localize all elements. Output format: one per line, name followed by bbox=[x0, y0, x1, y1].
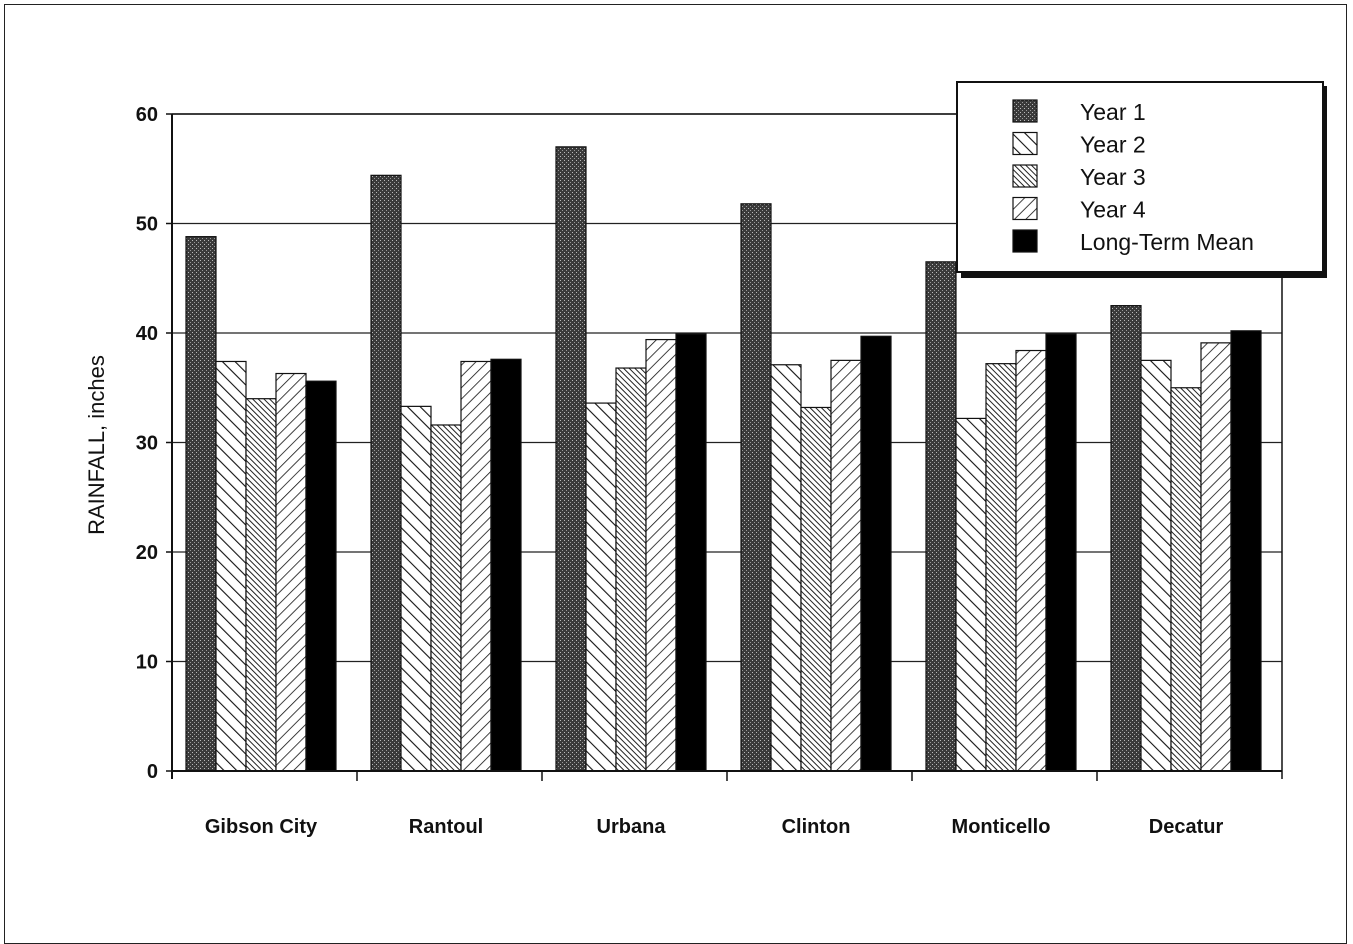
bar-year-2 bbox=[585, 402, 617, 772]
x-tick-label: Clinton bbox=[782, 816, 851, 838]
bar-year-1 bbox=[370, 174, 402, 772]
x-tick-label: Rantoul bbox=[409, 816, 483, 838]
legend-swatch bbox=[1012, 196, 1038, 221]
bar-year-4 bbox=[645, 338, 677, 772]
bar-long-term-mean bbox=[490, 358, 522, 772]
legend-label: Year 1 bbox=[1080, 99, 1146, 125]
bar-year-2 bbox=[770, 364, 802, 772]
y-tick-label: 30 bbox=[136, 433, 158, 455]
bar-year-1 bbox=[740, 203, 772, 772]
y-tick-label: 0 bbox=[147, 761, 158, 783]
bar-year-3 bbox=[615, 367, 647, 772]
legend-label: Year 2 bbox=[1080, 132, 1146, 158]
legend-label: Year 4 bbox=[1080, 197, 1146, 223]
legend-label: Long-Term Mean bbox=[1080, 229, 1254, 255]
x-tick-label: Gibson City bbox=[205, 816, 318, 838]
bar-year-1 bbox=[1110, 305, 1142, 772]
bar-year-2 bbox=[400, 405, 432, 772]
bar-year-1 bbox=[185, 236, 217, 772]
legend-swatch bbox=[1012, 131, 1038, 156]
x-tick-label: Urbana bbox=[597, 816, 667, 838]
bar-long-term-mean bbox=[860, 335, 892, 772]
bar-year-4 bbox=[275, 372, 307, 772]
bar-year-4 bbox=[1015, 349, 1047, 772]
bar-year-3 bbox=[1170, 387, 1202, 772]
bar-year-3 bbox=[985, 363, 1017, 772]
bar-year-4 bbox=[1200, 342, 1232, 772]
legend-swatch bbox=[1012, 99, 1038, 123]
bar-year-2 bbox=[1140, 359, 1172, 772]
bar-year-3 bbox=[430, 424, 462, 772]
bar-year-1 bbox=[925, 261, 957, 772]
legend: Year 1 Year 2 Year 3 Year 4 Long-Term Mean bbox=[956, 81, 1327, 278]
bar-year-1 bbox=[555, 146, 587, 772]
y-tick-label: 50 bbox=[136, 214, 158, 236]
bar-year-3 bbox=[245, 398, 277, 772]
bar-long-term-mean bbox=[1045, 333, 1077, 772]
bar-long-term-mean bbox=[675, 333, 707, 772]
y-tick-label: 40 bbox=[136, 323, 158, 345]
bars bbox=[185, 146, 1262, 772]
legend-label: Year 3 bbox=[1080, 164, 1146, 190]
y-tick-label: 20 bbox=[136, 542, 158, 564]
bar-long-term-mean bbox=[1230, 330, 1262, 772]
bar-year-4 bbox=[460, 360, 492, 772]
y-tick-label: 60 bbox=[136, 104, 158, 126]
x-tick-label: Decatur bbox=[1149, 816, 1224, 838]
bar-long-term-mean bbox=[305, 380, 337, 772]
bar-year-4 bbox=[830, 359, 862, 772]
legend-swatch bbox=[1012, 229, 1038, 253]
bar-year-2 bbox=[215, 360, 247, 772]
tick-labels: 0 10 20 30 40 50 60 Gibson City Rantoul Urbana Cli… bbox=[136, 104, 1224, 838]
legend-swatch bbox=[1012, 164, 1038, 188]
bar-year-2 bbox=[955, 417, 987, 772]
y-tick-label: 10 bbox=[136, 652, 158, 674]
x-tick-label: Monticello bbox=[952, 816, 1051, 838]
bar-year-3 bbox=[800, 406, 832, 772]
y-axis-title: RAINFALL, inches bbox=[84, 355, 109, 535]
